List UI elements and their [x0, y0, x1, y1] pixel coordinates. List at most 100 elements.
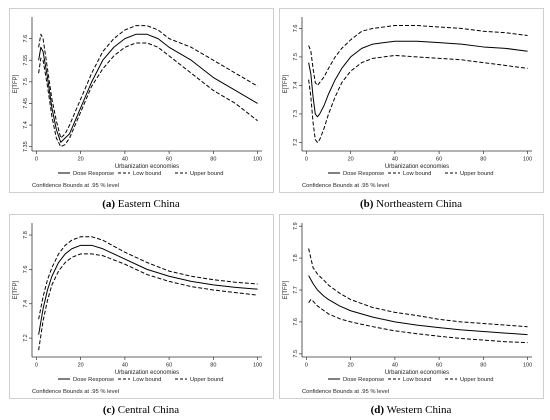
y-tick-label: 7.6 [23, 35, 29, 43]
x-tick-label: 80 [210, 157, 216, 163]
caption-western-china: (d) Western China [276, 404, 546, 416]
x-tick-label: 60 [166, 157, 172, 163]
x-tick-label: 80 [480, 157, 486, 163]
x-tick-label: 20 [78, 157, 84, 163]
legend-label: Low bound [133, 171, 161, 177]
legend-label: Upper bound [460, 377, 494, 383]
x-tick-label: 40 [122, 157, 128, 163]
caption-eastern-china: (a) Eastern China [6, 198, 276, 210]
x-axis-title: Urbanization economies [385, 370, 449, 376]
panel-northeastern-china: 0 20 40 60 80 100 7.2 7.3 7.4 7.5 7.6 E[TFP] Urbaniz… [279, 8, 544, 193]
y-tick-label: 7.6 [293, 25, 299, 33]
confidence-note: Confidence Bounds at .95 % level [302, 389, 389, 395]
y-tick-label: 7.6 [23, 266, 29, 274]
legend-label: Dose Response [343, 377, 384, 383]
caption-northeastern-china: (b) Northeastern China [276, 198, 546, 210]
caption-letter: (d) [370, 404, 385, 416]
legend-label: Low bound [403, 377, 431, 383]
series-line-low-bound [38, 253, 258, 351]
legend-label: Upper bound [190, 171, 224, 177]
y-tick-label: 7.4 [293, 82, 299, 90]
x-tick-label: 40 [122, 363, 128, 369]
legend-label: Upper bound [460, 171, 494, 177]
x-tick-label: 100 [253, 363, 262, 369]
chart-eastern-china: 0 20 40 60 80 100 7.35 7.4 7.45 7.5 7.55 7.6 E[TFP] U… [13, 17, 262, 189]
x-tick-label: 0 [305, 363, 308, 369]
series-line-upper-bound [308, 248, 528, 328]
y-axis-title: E[TFP] [13, 280, 19, 299]
series-line-dose-response [38, 244, 258, 335]
x-tick-label: 60 [436, 363, 442, 369]
caption-text: Eastern China [117, 198, 180, 210]
legend-label: Dose Response [73, 377, 114, 383]
caption-central-china: (c) Central China [6, 404, 276, 416]
x-tick-label: 60 [166, 363, 172, 369]
y-tick-label: 7.8 [293, 254, 299, 262]
series-line-dose-response [38, 33, 258, 143]
panel-central-china: 0 20 40 60 80 100 7.2 7.4 7.6 7.8 E[TFP] Urbanizati… [9, 214, 274, 399]
series-line-low-bound [308, 299, 528, 344]
y-tick-label: 7.8 [23, 231, 29, 239]
panel-western-china: 0 20 40 60 80 100 7.5 7.6 7.7 7.8 7.9 E[TFP] Urbaniz… [279, 214, 544, 399]
legend-label: Upper bound [190, 377, 224, 383]
legend-label: Low bound [403, 171, 431, 177]
y-tick-label: 7.55 [23, 55, 29, 66]
x-tick-label: 100 [523, 363, 532, 369]
x-tick-label: 0 [35, 363, 38, 369]
x-axis-title: Urbanization economies [385, 164, 449, 170]
y-tick-label: 7.5 [293, 350, 299, 358]
y-axis-title: E[TFP] [283, 280, 289, 299]
x-tick-label: 100 [523, 157, 532, 163]
series-line-dose-response [308, 40, 528, 118]
chart-central-china: 0 20 40 60 80 100 7.2 7.4 7.6 7.8 E[TFP] Urbanizati… [13, 223, 262, 395]
y-tick-label: 7.5 [293, 53, 299, 61]
x-tick-label: 0 [305, 157, 308, 163]
panel-eastern-china: 0 20 40 60 80 100 7.35 7.4 7.45 7.5 7.55 7.6 E[TFP] U… [9, 8, 274, 193]
y-axis-title: E[TFP] [283, 74, 289, 93]
x-tick-label: 20 [78, 363, 84, 369]
x-tick-label: 80 [480, 363, 486, 369]
x-tick-label: 100 [253, 157, 262, 163]
chart-western-china: 0 20 40 60 80 100 7.5 7.6 7.7 7.8 7.9 E[TFP] Urbaniz… [283, 222, 532, 395]
y-tick-label: 7.2 [23, 334, 29, 342]
series-line-upper-bound [308, 25, 528, 86]
legend-label: Low bound [133, 377, 161, 383]
x-tick-label: 40 [392, 363, 398, 369]
legend-label: Dose Response [343, 171, 384, 177]
caption-text: Northeastern China [376, 198, 463, 210]
y-tick-label: 7.35 [23, 141, 29, 152]
y-tick-label: 7.3 [293, 110, 299, 118]
legend-label: Dose Response [73, 171, 114, 177]
x-tick-label: 20 [348, 363, 354, 369]
caption-letter: (a) [102, 198, 116, 210]
caption-letter: (c) [102, 404, 116, 416]
y-tick-label: 7.2 [293, 139, 299, 147]
x-tick-label: 20 [348, 157, 354, 163]
y-tick-label: 7.6 [293, 318, 299, 326]
y-tick-label: 7.4 [23, 121, 29, 129]
confidence-note: Confidence Bounds at .95 % level [32, 389, 119, 395]
caption-text: Western China [386, 404, 452, 416]
y-tick-label: 7.7 [293, 286, 299, 294]
confidence-note: Confidence Bounds at .95 % level [32, 183, 119, 189]
series-line-upper-bound [38, 236, 258, 320]
caption-letter: (b) [359, 198, 374, 210]
series-line-dose-response [308, 275, 528, 336]
x-tick-label: 60 [436, 157, 442, 163]
x-tick-label: 40 [392, 157, 398, 163]
series-line-low-bound [38, 42, 258, 148]
caption-text: Central China [117, 404, 180, 416]
series-line-upper-bound [38, 25, 258, 139]
confidence-note: Confidence Bounds at .95 % level [302, 183, 389, 189]
x-tick-label: 0 [35, 157, 38, 163]
x-axis-title: Urbanization economies [115, 370, 179, 376]
series-line-low-bound [308, 54, 528, 143]
x-axis-title: Urbanization economies [115, 164, 179, 170]
chart-northeastern-china: 0 20 40 60 80 100 7.2 7.3 7.4 7.5 7.6 E[TFP] Urbaniz… [283, 17, 532, 189]
y-tick-label: 7.45 [23, 98, 29, 109]
y-tick-label: 7.4 [23, 300, 29, 308]
y-axis-title: E[TFP] [13, 74, 19, 93]
x-tick-label: 80 [210, 363, 216, 369]
y-tick-label: 7.5 [23, 78, 29, 86]
y-tick-label: 7.9 [293, 222, 299, 230]
